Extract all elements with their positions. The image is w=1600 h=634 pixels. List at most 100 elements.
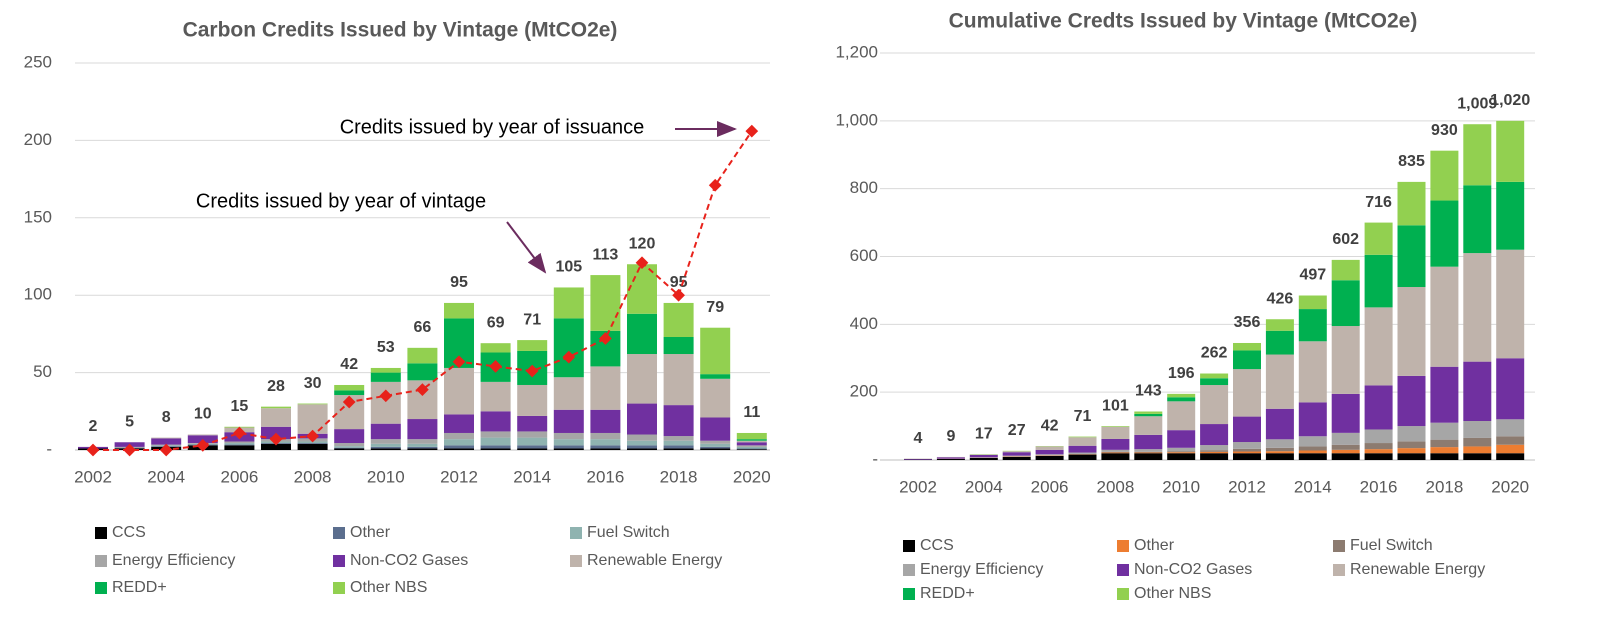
bar-segment [1035, 449, 1064, 455]
bar-segment [224, 443, 255, 445]
chart-title: Cumulative Credts Issued by Vintage (MtC… [949, 10, 1418, 33]
bar-segment [1233, 350, 1261, 370]
legend-label: REDD+ [920, 585, 975, 602]
bar-segment [700, 417, 731, 441]
bar-segment [480, 448, 511, 450]
x-tick-label: 2012 [440, 467, 478, 486]
legend-label: Other [350, 524, 391, 541]
bar-segment [936, 457, 965, 459]
bar-segment [1035, 446, 1064, 450]
bar-segment [1068, 437, 1097, 446]
bar-segment [517, 448, 548, 450]
bar-segment [1134, 453, 1163, 460]
legend-swatch [333, 555, 345, 567]
bar-segment [700, 374, 731, 379]
total-label: 120 [629, 235, 656, 252]
bar-segment [553, 439, 584, 446]
bar-segment [370, 448, 401, 450]
bar-segment [590, 409, 621, 433]
bar-segment [700, 378, 731, 418]
bar-segment [1101, 453, 1130, 460]
total-label: 602 [1332, 231, 1359, 248]
bar-segment [334, 447, 365, 449]
bar-segment [627, 354, 657, 404]
bar-segment [1002, 455, 1031, 457]
bar-segment [480, 343, 511, 353]
bar-segment [444, 302, 474, 319]
legend-swatch [570, 527, 582, 539]
bar-segment [1298, 453, 1327, 460]
bar-segment [700, 440, 731, 444]
bar-segment [1463, 185, 1492, 254]
bar-segment [1167, 430, 1196, 448]
bar-segment [1200, 385, 1229, 425]
issuance-marker [342, 395, 356, 409]
issuance-marker [416, 383, 429, 396]
bar-segment [187, 434, 218, 436]
bar-segment [1463, 253, 1492, 362]
bar-segment [1265, 354, 1294, 409]
bar-segment [517, 340, 548, 351]
legend-label: Other NBS [1134, 585, 1211, 602]
x-tick-label: 2002 [899, 477, 937, 496]
bar-segment [224, 445, 255, 450]
bar-segment [1463, 453, 1492, 460]
x-tick-label: 2006 [220, 467, 258, 486]
legend-label: CCS [112, 524, 146, 541]
bar-segment [1298, 436, 1327, 447]
x-tick-label: 2018 [660, 467, 698, 486]
issuance-marker [745, 124, 759, 138]
bar-segment [1331, 453, 1360, 460]
x-tick-label: 2020 [733, 467, 771, 486]
bar-segment [1364, 222, 1393, 255]
bar-segment [1035, 455, 1064, 460]
bar-segment [1134, 416, 1163, 435]
bar-segment [627, 403, 657, 435]
bar-segment [1364, 254, 1393, 308]
bar-segment [1397, 441, 1426, 449]
total-label: 262 [1201, 345, 1228, 362]
total-label: 71 [523, 311, 541, 328]
bar-segment [1397, 453, 1426, 460]
bar-segment [480, 431, 511, 438]
bar-segment [1265, 330, 1294, 355]
bar-segment [1331, 444, 1360, 450]
bar-segment [1134, 452, 1163, 454]
bar-segment [1496, 358, 1525, 420]
bar-segment [1233, 416, 1261, 443]
bar-segment [553, 445, 584, 449]
total-label: 30 [304, 375, 322, 392]
bar-segment [700, 327, 731, 375]
annotation: Credits issued by year of vintage [196, 190, 486, 212]
bar-segment [736, 440, 767, 443]
bar-segment [1233, 342, 1261, 351]
bar-segment [1496, 181, 1525, 250]
bar-segment [700, 443, 731, 447]
legend-label: Renewable Energy [1350, 561, 1485, 578]
y-tick-label: 1,000 [835, 110, 878, 129]
issuance-marker [123, 443, 136, 457]
bar-segment [663, 440, 694, 446]
x-tick-label: 2010 [1162, 477, 1200, 496]
bar-segment [334, 446, 365, 448]
total-label: 196 [1168, 365, 1195, 382]
bar-segment [1430, 150, 1459, 201]
x-tick-label: 2004 [965, 477, 1003, 496]
bar-segment [1364, 385, 1393, 430]
bar-segment [1331, 259, 1360, 281]
bar-segment [1496, 453, 1525, 460]
bar-segment [1265, 408, 1294, 440]
bar-segment [1298, 295, 1327, 310]
bar-segment [1002, 452, 1031, 456]
bar-segment [1101, 426, 1130, 427]
bar-segment [407, 443, 438, 447]
x-tick-label: 2008 [1096, 477, 1134, 496]
bar-segment [444, 414, 474, 433]
bar-segment [370, 446, 401, 449]
bar-segment [553, 318, 584, 378]
legend-swatch [333, 527, 345, 539]
bar-segment [1430, 422, 1459, 440]
legend-label: Other [1134, 537, 1175, 554]
bar-segment [1265, 447, 1294, 452]
